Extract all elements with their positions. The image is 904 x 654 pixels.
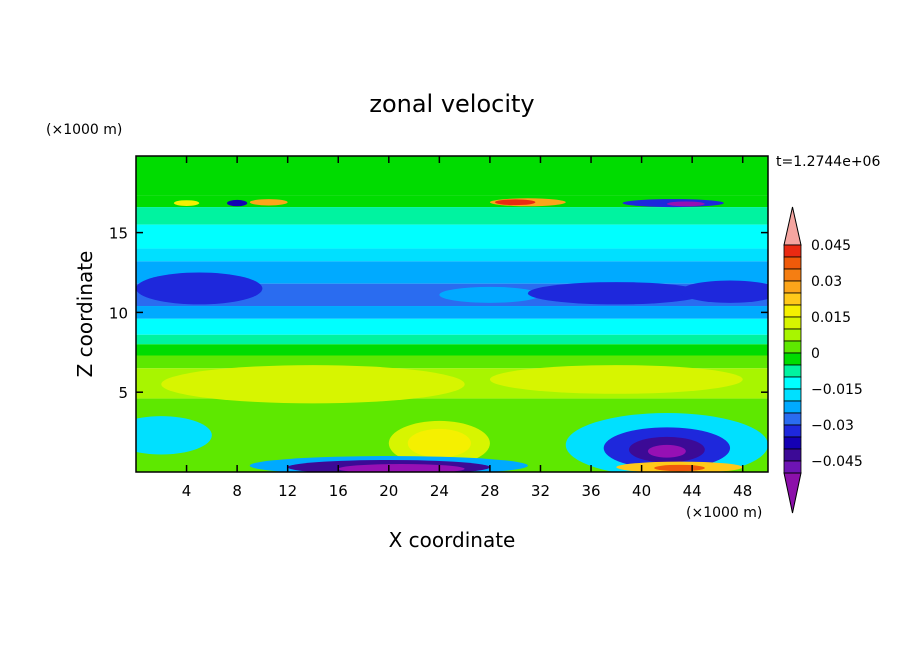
y-tick-label: 10 bbox=[109, 304, 128, 322]
contour-feature bbox=[136, 416, 212, 455]
colorbar-box bbox=[783, 256, 802, 270]
y-axis-ticks: 5 10 15 bbox=[109, 225, 768, 402]
contour-feature bbox=[489, 365, 743, 394]
colorbar: 0.045 0.03 0.015 0 −0.015 −0.03 −0.045 bbox=[783, 206, 863, 514]
colorbar-box bbox=[783, 292, 802, 306]
contour-feature bbox=[227, 199, 248, 207]
x-tick-label: 8 bbox=[232, 482, 242, 500]
y-axis-title: Z coordinate bbox=[73, 251, 97, 378]
colorbar-label: 0.045 bbox=[811, 238, 851, 254]
chart-title: zonal velocity bbox=[369, 90, 534, 118]
x-tick-label: 20 bbox=[379, 482, 398, 500]
colorbar-box bbox=[783, 340, 802, 354]
colorbar-label: 0.03 bbox=[811, 274, 842, 290]
contour-band bbox=[136, 355, 768, 369]
colorbar-box bbox=[783, 364, 802, 378]
x-tick-label: 24 bbox=[430, 482, 449, 500]
contour-feature bbox=[161, 365, 465, 404]
contour-feature bbox=[439, 286, 541, 303]
colorbar-box bbox=[783, 448, 802, 462]
colorbar-label: 0 bbox=[811, 346, 820, 362]
colorbar-box bbox=[783, 244, 802, 258]
colorbar-box bbox=[783, 352, 802, 366]
colorbar-label: −0.045 bbox=[811, 454, 863, 470]
contour-feature bbox=[654, 464, 705, 472]
contour-band bbox=[136, 261, 768, 284]
contour-feature bbox=[647, 444, 686, 458]
colorbar-label: −0.03 bbox=[811, 418, 854, 434]
time-label: t=1.2744e+06 bbox=[776, 154, 880, 170]
colorbar-box bbox=[783, 424, 802, 438]
x-axis-title: X coordinate bbox=[389, 528, 516, 552]
contour-band bbox=[136, 334, 768, 345]
x-tick-label: 32 bbox=[531, 482, 550, 500]
contour-feature bbox=[173, 200, 200, 206]
colorbar-label: 0.015 bbox=[811, 310, 851, 326]
contour-feature bbox=[527, 282, 705, 305]
colorbar-box bbox=[783, 460, 802, 474]
contour-band bbox=[136, 306, 768, 319]
colorbar-label: −0.015 bbox=[811, 382, 863, 398]
colorbar-box bbox=[783, 388, 802, 402]
contour-feature bbox=[494, 199, 536, 206]
y-tick-label: 5 bbox=[118, 384, 128, 402]
contour-band bbox=[136, 344, 768, 356]
colorbar-box bbox=[783, 376, 802, 390]
contour-band bbox=[136, 224, 768, 249]
colorbar-under-triangle bbox=[783, 472, 802, 514]
colorbar-box bbox=[783, 304, 802, 318]
x-axis-ticks: 4 8 12 16 20 24 28 32 36 40 44 48 bbox=[182, 156, 752, 500]
contour-band bbox=[136, 248, 768, 262]
contour-feature bbox=[249, 199, 288, 206]
x-tick-label: 12 bbox=[278, 482, 297, 500]
y-multiplier-label: (×1000 m) bbox=[46, 122, 122, 138]
contour-feature bbox=[407, 428, 471, 458]
contour-band bbox=[136, 156, 768, 196]
colorbar-box bbox=[783, 280, 802, 294]
x-tick-label: 4 bbox=[182, 482, 192, 500]
colorbar-over-triangle bbox=[783, 206, 802, 246]
contour-feature bbox=[136, 272, 263, 305]
x-tick-label: 44 bbox=[683, 482, 702, 500]
x-tick-label: 40 bbox=[632, 482, 651, 500]
x-multiplier-label: (×1000 m) bbox=[686, 505, 762, 521]
x-tick-label: 16 bbox=[329, 482, 348, 500]
colorbar-box bbox=[783, 400, 802, 414]
y-tick-label: 15 bbox=[109, 225, 128, 243]
colorbar-box bbox=[783, 436, 802, 450]
x-tick-label: 28 bbox=[480, 482, 499, 500]
colorbar-box bbox=[783, 328, 802, 342]
x-tick-label: 36 bbox=[581, 482, 600, 500]
contour-feature bbox=[338, 464, 465, 472]
colorbar-box bbox=[783, 412, 802, 426]
x-tick-label: 48 bbox=[733, 482, 752, 500]
colorbar-box bbox=[783, 268, 802, 282]
colorbar-box bbox=[783, 316, 802, 330]
contour-band bbox=[136, 195, 768, 208]
contour-band bbox=[136, 318, 768, 335]
contour-band bbox=[136, 207, 768, 225]
contour-feature bbox=[679, 280, 768, 303]
contour-feature bbox=[666, 201, 705, 207]
contour-field bbox=[136, 156, 768, 472]
plot-frame bbox=[135, 155, 769, 473]
